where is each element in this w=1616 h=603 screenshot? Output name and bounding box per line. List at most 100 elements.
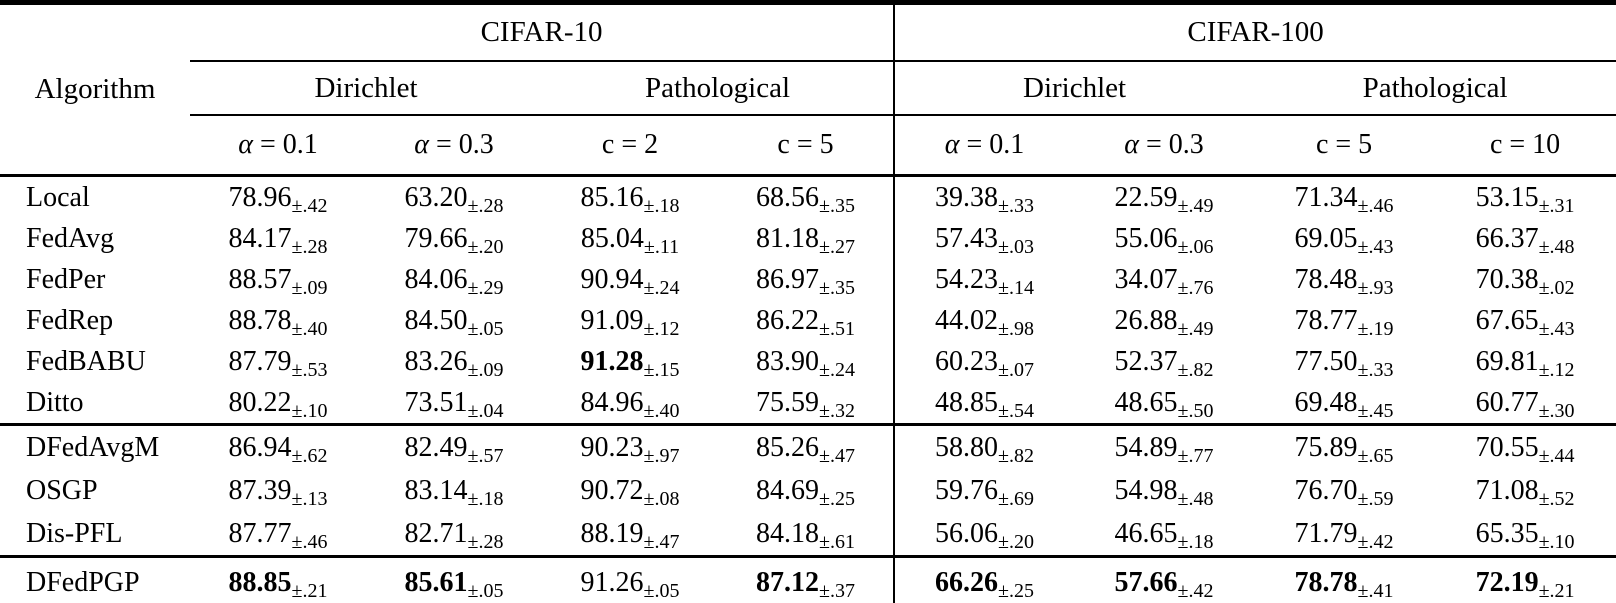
value-cell: 54.89±.77 <box>1074 423 1255 469</box>
value-cell: 54.23±.14 <box>893 259 1075 300</box>
value-cell: 82.71±.28 <box>366 512 542 557</box>
table-row: Ditto 80.22±.10 73.51±.04 84.96±.40 75.59±.3… <box>0 382 1616 425</box>
value-cell: 48.85±.54 <box>893 382 1075 425</box>
value-cell: 83.26±.09 <box>366 341 542 382</box>
mean-value: 90.23 <box>580 431 644 463</box>
mean-value: 87.12 <box>756 567 820 598</box>
mean-value: 58.80 <box>935 431 999 463</box>
std-subscript: ±.09 <box>291 276 328 299</box>
mean-value: 82.49 <box>404 431 468 463</box>
std-subscript: ±.28 <box>467 194 504 217</box>
mean-value: 22.59 <box>1114 181 1178 213</box>
std-subscript: ±.07 <box>998 358 1035 381</box>
value-cell: 84.18±.61 <box>718 512 894 557</box>
mean-value: 59.76 <box>935 474 999 506</box>
table-row: FedAvg 84.17±.28 79.66±.20 85.04±.11 81.18±.… <box>0 218 1616 259</box>
column-header: α = 0.3 <box>1074 115 1255 177</box>
mean-value: 53.15 <box>1475 181 1539 213</box>
value-cell: 90.23±.97 <box>542 423 718 469</box>
mean-value: 72.19 <box>1475 567 1539 598</box>
mean-value: 83.90 <box>756 345 820 377</box>
value-cell: 78.96±.42 <box>190 176 366 219</box>
std-subscript: ±.27 <box>819 235 856 258</box>
algorithm-column-header: Algorithm <box>0 2 190 177</box>
mean-value: 57.66 <box>1114 567 1178 598</box>
value-cell: 88.78±.40 <box>190 300 366 341</box>
std-subscript: ±.06 <box>1177 235 1214 258</box>
table-row: FedPer 88.57±.09 84.06±.29 90.94±.24 86.97±.… <box>0 259 1616 300</box>
std-subscript: ±.14 <box>998 276 1035 299</box>
value-cell: 85.16±.18 <box>542 176 718 219</box>
column-header: α = 0.1 <box>190 115 366 177</box>
column-header: α = 0.1 <box>893 115 1075 177</box>
mean-value: 80.22 <box>228 386 292 418</box>
mean-value: 71.08 <box>1475 474 1539 506</box>
mean-value: 88.85 <box>228 567 292 598</box>
mean-value: 84.96 <box>580 386 644 418</box>
value-cell: 65.35±.10 <box>1434 512 1616 557</box>
std-subscript: ±.18 <box>1177 530 1214 553</box>
std-subscript: ±.33 <box>998 194 1035 217</box>
std-subscript: ±.04 <box>467 399 504 422</box>
mean-value: 60.23 <box>935 345 999 377</box>
mean-value: 83.14 <box>404 474 468 506</box>
mean-value: 78.77 <box>1294 304 1358 336</box>
value-cell: 84.96±.40 <box>542 382 718 425</box>
std-subscript: ±.50 <box>1177 399 1214 422</box>
algorithm-name: FedRep <box>26 304 114 336</box>
std-subscript: ±.05 <box>467 580 504 602</box>
table-body: Local 78.96±.42 63.20±.28 85.16±.18 68.56±.3… <box>0 175 1616 603</box>
mean-value: 78.48 <box>1294 263 1358 295</box>
mean-value: 85.04 <box>580 222 644 254</box>
value-cell: 88.85±.21 <box>190 555 366 603</box>
mean-value: 88.19 <box>580 517 644 549</box>
value-cell: 60.77±.30 <box>1434 382 1616 425</box>
table-row: Dis-PFL 87.77±.46 82.71±.28 88.19±.47 84.18±… <box>0 512 1616 557</box>
column-header: α = 0.3 <box>366 115 542 177</box>
mean-value: 82.71 <box>404 517 468 549</box>
mean-value: 84.06 <box>404 263 468 295</box>
mean-value: 68.56 <box>756 181 820 213</box>
value-cell: 72.19±.21 <box>1434 555 1616 603</box>
algorithm-name: DFedPGP <box>0 555 190 603</box>
std-subscript: ±.49 <box>1177 194 1214 217</box>
value-cell: 39.38±.33 <box>893 175 1075 218</box>
mean-value: 70.38 <box>1475 263 1539 295</box>
value-cell: 70.55±.44 <box>1434 423 1616 469</box>
value-cell: 78.77±.19 <box>1254 300 1434 341</box>
value-cell: 63.20±.28 <box>366 176 542 219</box>
mean-value: 78.96 <box>228 181 292 213</box>
std-subscript: ±.54 <box>998 399 1035 422</box>
mean-value: 67.65 <box>1475 304 1539 336</box>
mean-value: 63.20 <box>404 181 468 213</box>
std-subscript: ±.35 <box>819 194 856 217</box>
value-cell: 71.34±.46 <box>1254 176 1434 219</box>
std-subscript: ±.20 <box>998 530 1035 553</box>
value-cell: 26.88±.49 <box>1074 300 1254 341</box>
std-subscript: ±.37 <box>819 580 856 602</box>
mean-value: 87.39 <box>228 474 292 506</box>
std-subscript: ±.11 <box>643 235 680 258</box>
std-subscript: ±.48 <box>1177 487 1214 510</box>
value-cell: 69.05±.43 <box>1254 218 1434 259</box>
column-header: c = 10 <box>1434 115 1616 177</box>
value-cell: 91.09±.12 <box>542 300 718 341</box>
std-subscript: ±.02 <box>1538 276 1575 299</box>
value-cell: 56.06±.20 <box>893 512 1075 557</box>
std-subscript: ±.49 <box>1177 317 1214 340</box>
mean-value: 70.55 <box>1475 431 1539 463</box>
mean-value: 34.07 <box>1114 263 1178 295</box>
partition-header-cifar10-dirichlet: Dirichlet <box>190 61 542 116</box>
value-cell: 85.26±.47 <box>718 423 895 469</box>
value-cell: 34.07±.76 <box>1074 259 1254 300</box>
std-subscript: ±.42 <box>291 194 328 217</box>
value-cell: 67.65±.43 <box>1434 300 1616 341</box>
mean-value: 73.51 <box>404 386 468 418</box>
value-cell: 88.57±.09 <box>190 259 366 300</box>
std-subscript: ±.25 <box>819 487 856 510</box>
mean-value: 75.59 <box>756 386 820 418</box>
value-cell: 83.14±.18 <box>366 469 542 512</box>
